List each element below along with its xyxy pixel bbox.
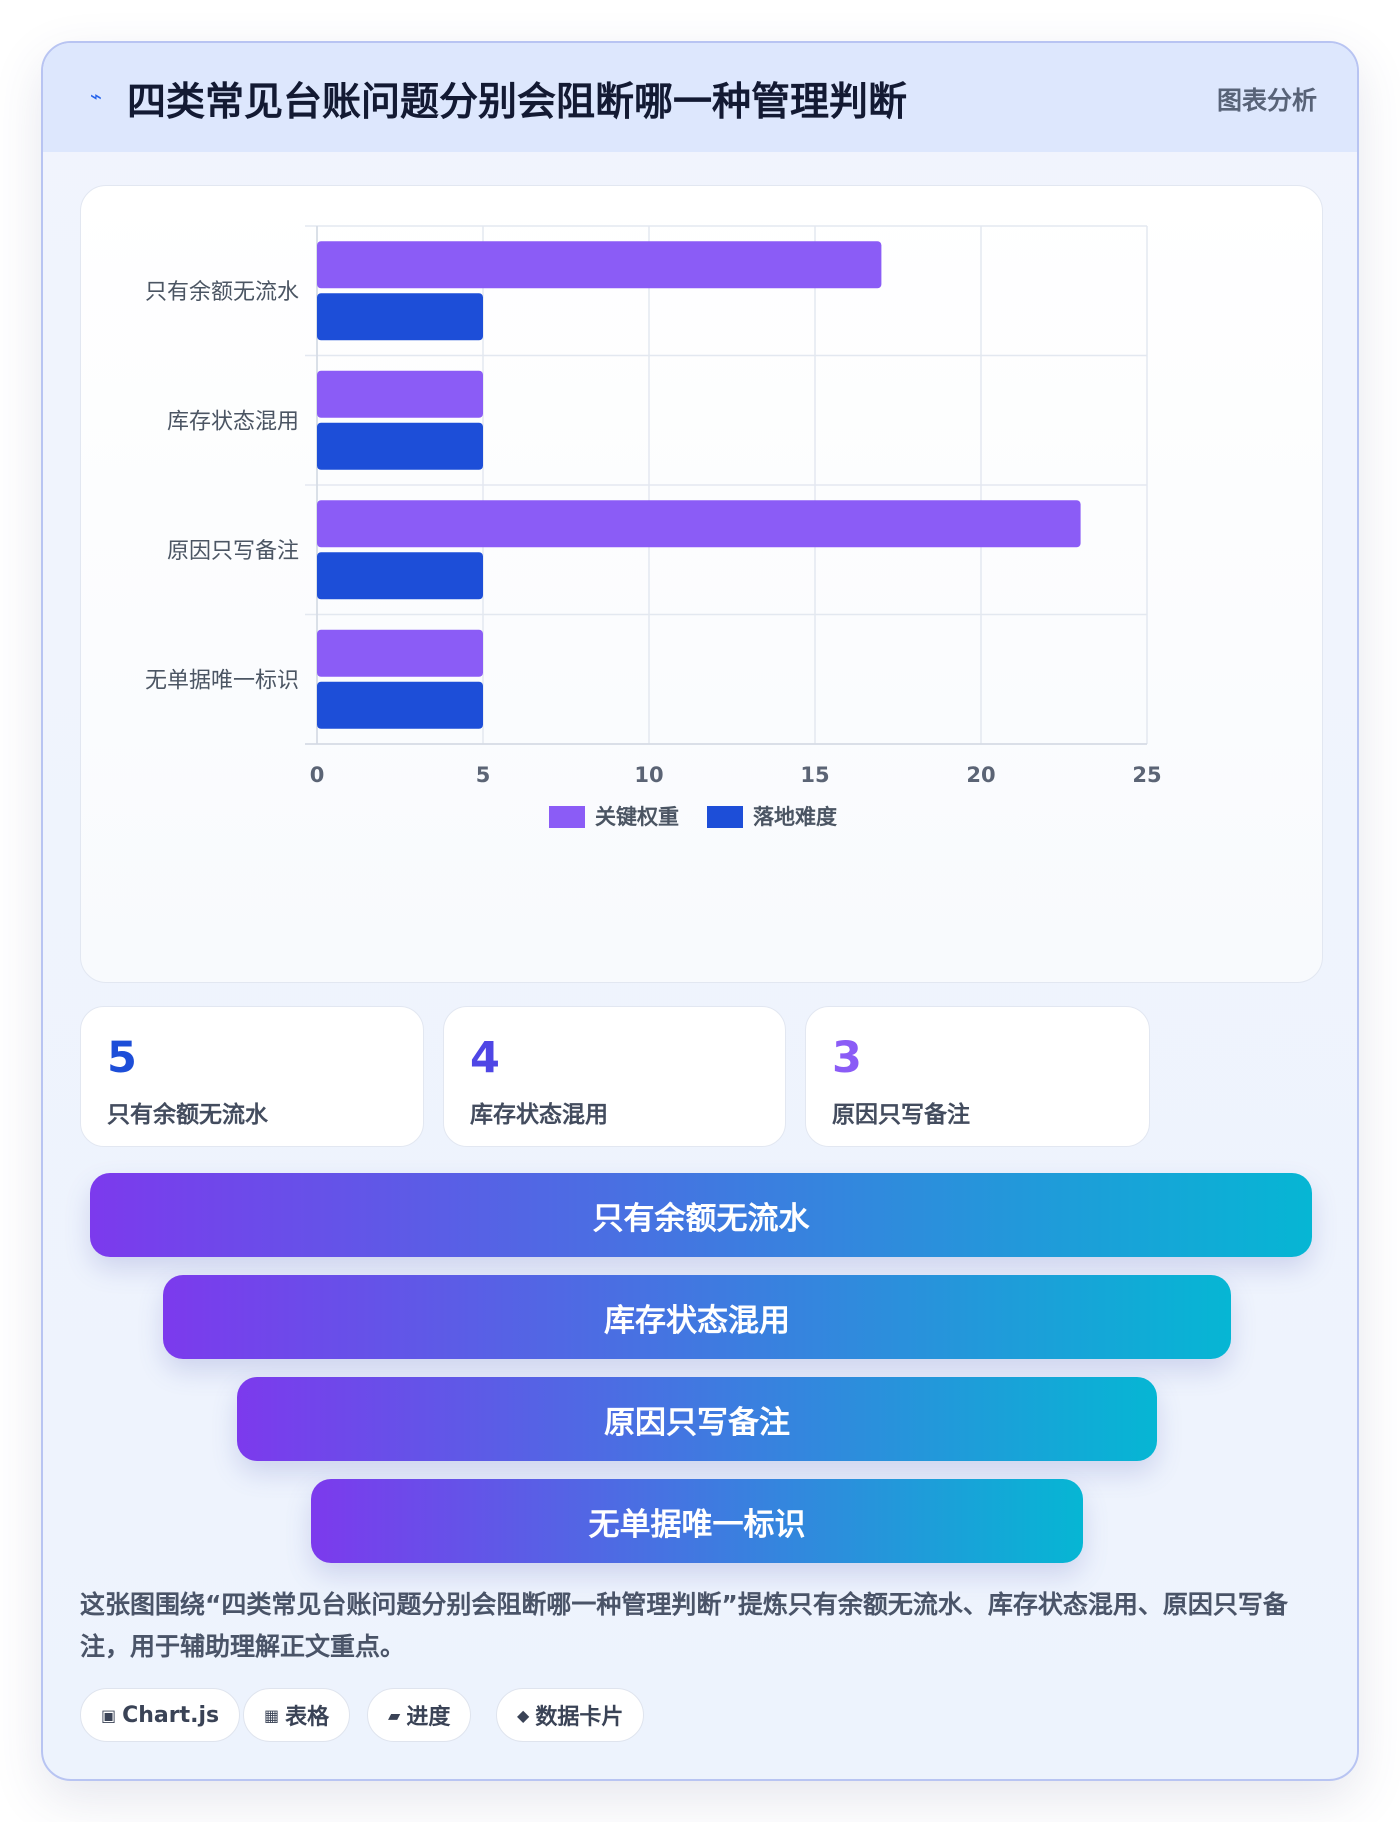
bar-chart-panel: 只有余额无流水库存状态混用 原因只写备注无单据唯一标识 0 5 10 15 20 25 关键权重… xyxy=(80,185,1323,983)
chip-label: 进度 xyxy=(406,1705,451,1730)
x-tick-label: 25 xyxy=(1132,763,1161,787)
stat-value: 3 xyxy=(832,1033,862,1083)
stat-card: 3 原因只写备注 xyxy=(805,1006,1150,1147)
lightning-bolt-icon: ⌁ xyxy=(89,84,103,108)
x-tick-label: 15 xyxy=(800,763,829,787)
summary-text: 这张图围绕“四类常见台账问题分别会阻断哪一种管理判断”提炼只有余额无流水、库存状… xyxy=(80,1590,1288,1661)
bar-difficulty xyxy=(317,422,483,470)
funnel-step: 只有余额无流水 xyxy=(90,1173,1312,1257)
funnel-step: 原因只写备注 xyxy=(237,1377,1157,1461)
legend-label: 关键权重 xyxy=(595,805,679,829)
x-tick-label: 0 xyxy=(310,763,325,787)
stat-value: 5 xyxy=(107,1033,137,1083)
funnel-step: 无单据唯一标识 xyxy=(311,1479,1083,1563)
square-dot-icon: ▣ xyxy=(101,1705,117,1725)
bar-weight xyxy=(317,629,483,677)
y-tick-label: 无单据唯一标识 xyxy=(145,668,299,693)
chip-label: Chart.js xyxy=(122,1702,220,1728)
diamond-icon: ◆ xyxy=(517,1705,530,1725)
legend-label: 落地难度 xyxy=(753,805,837,829)
bar-difficulty xyxy=(317,293,483,341)
legend-swatch xyxy=(549,806,585,828)
progress-bar-icon: ▰ xyxy=(388,1705,401,1725)
chip-label: 表格 xyxy=(285,1705,330,1730)
x-tick-label: 20 xyxy=(966,763,995,787)
y-tick-label: 库存状态混用 xyxy=(167,409,299,434)
y-tick-label: 原因只写备注 xyxy=(167,539,299,564)
header-tag: 图表分析 xyxy=(1216,86,1317,115)
stat-value: 4 xyxy=(470,1033,500,1083)
bar-weight xyxy=(317,241,882,289)
card-header: ⌁ 四类常见台账问题分别会阻断哪一种管理判断 图表分析 xyxy=(43,43,1357,152)
bar-weight xyxy=(317,370,483,418)
page-title: 四类常见台账问题分别会阻断哪一种管理判断 xyxy=(127,80,908,125)
bar-difficulty xyxy=(317,681,483,729)
tech-chip[interactable]: ▰ 进度 xyxy=(367,1688,472,1742)
y-tick-label: 只有余额无流水 xyxy=(145,280,299,305)
funnel-step: 库存状态混用 xyxy=(163,1275,1231,1359)
stat-label: 库存状态混用 xyxy=(470,1102,608,1128)
x-tick-label: 10 xyxy=(634,763,663,787)
chip-label: 数据卡片 xyxy=(535,1705,624,1730)
table-grid-icon: ▦ xyxy=(264,1705,280,1725)
tech-chip[interactable]: ◆ 数据卡片 xyxy=(496,1688,645,1742)
bar-weight xyxy=(317,500,1081,548)
stat-card: 5 只有余额无流水 xyxy=(80,1006,424,1147)
legend-swatch xyxy=(707,806,743,828)
bar-difficulty xyxy=(317,552,483,600)
x-tick-label: 5 xyxy=(476,763,491,787)
tech-chip[interactable]: ▣ Chart.js xyxy=(80,1688,241,1742)
infographic-card: ⌁ 四类常见台账问题分别会阻断哪一种管理判断 图表分析 只有余额无流水库存状态混… xyxy=(41,41,1359,1781)
tech-chip[interactable]: ▦ 表格 xyxy=(243,1688,351,1742)
stat-card: 4 库存状态混用 xyxy=(443,1006,786,1147)
stat-label: 原因只写备注 xyxy=(832,1102,970,1128)
stat-label: 只有余额无流水 xyxy=(107,1102,268,1128)
